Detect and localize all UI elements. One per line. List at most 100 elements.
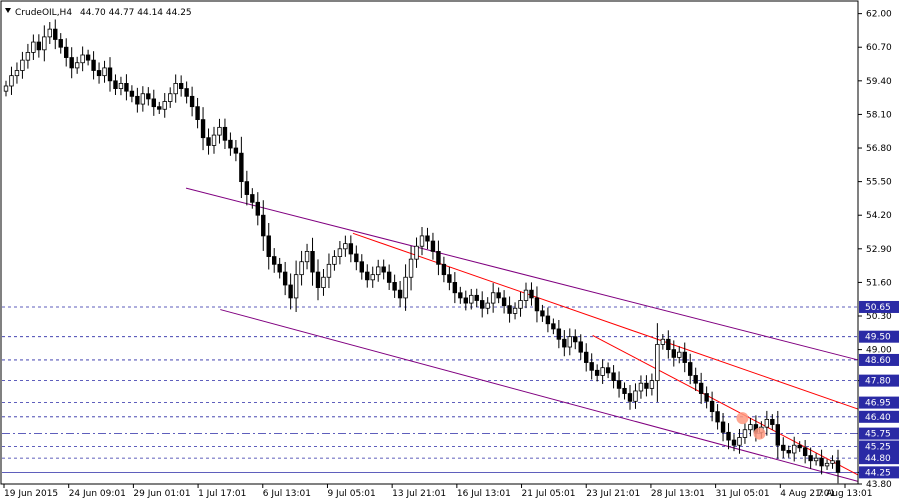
level-badge-label: 47.80 <box>865 377 891 387</box>
candle-body <box>293 274 299 299</box>
candle-body <box>42 36 47 51</box>
candle <box>551 318 556 335</box>
candle-body <box>573 336 578 343</box>
dropdown-triangle-icon[interactable] <box>5 8 11 13</box>
candle <box>42 25 47 62</box>
candle <box>129 85 135 103</box>
candle-body <box>129 90 135 97</box>
candle <box>354 245 359 271</box>
candle-body <box>200 119 206 139</box>
level-badge <box>859 410 899 423</box>
candle-body <box>9 75 14 87</box>
candle-body <box>480 300 485 309</box>
candle <box>441 256 447 283</box>
level-badge-label: 49.50 <box>865 333 891 343</box>
candle <box>107 57 113 92</box>
level-badge-label: 50.65 <box>865 303 891 313</box>
candle <box>239 136 244 199</box>
candle <box>392 274 397 298</box>
trendline-1 <box>220 309 859 482</box>
candle-body <box>835 460 841 473</box>
candle-body <box>403 276 408 299</box>
candle <box>244 170 250 206</box>
trendline-3 <box>592 334 859 476</box>
candle-body <box>217 126 222 136</box>
candle-body <box>655 344 660 382</box>
candle <box>168 87 173 108</box>
candle-body <box>124 83 129 92</box>
candle <box>337 241 343 265</box>
candle <box>649 373 655 396</box>
candle <box>408 246 414 291</box>
candle-body <box>666 338 671 351</box>
candle-body <box>781 444 786 451</box>
candle <box>655 323 660 402</box>
candle <box>370 266 375 288</box>
candle <box>469 288 474 310</box>
candle <box>386 264 392 290</box>
candle <box>14 62 20 84</box>
candle-body <box>458 292 463 299</box>
candle-body <box>96 70 102 77</box>
candle-body <box>135 95 140 105</box>
candle-body <box>627 393 633 402</box>
candle-body <box>118 83 124 89</box>
symbol-label: CrudeOIL,H4 <box>15 8 72 18</box>
candle-body <box>392 282 397 291</box>
candle-body <box>792 444 797 454</box>
candle-body <box>408 258 414 278</box>
candle-body <box>594 369 600 376</box>
time-axis: 19 Jun 2015 24 Jun 09:01 29 Jun 01:01 1 Jul… <box>3 484 872 499</box>
candle <box>321 268 326 296</box>
y-tick-label: 59.40 <box>866 77 892 87</box>
candle <box>195 97 200 129</box>
candle <box>277 257 282 279</box>
candle-body <box>512 307 518 314</box>
candle <box>206 128 211 155</box>
candle-body <box>819 457 824 467</box>
candle-body <box>140 93 146 105</box>
candle <box>146 87 151 106</box>
candle <box>403 264 408 311</box>
candle-body <box>469 294 474 304</box>
candle-body <box>611 372 616 382</box>
x-tick-label: 13 Jul 21:01 <box>392 489 446 499</box>
candle-body <box>786 450 791 454</box>
candle <box>677 346 682 364</box>
y-tick-label: 58.10 <box>866 110 892 120</box>
candle <box>9 66 14 95</box>
candle <box>600 359 605 384</box>
candle <box>272 248 277 273</box>
candle-body <box>228 139 233 149</box>
candle-body <box>540 310 545 317</box>
candle-body <box>551 323 556 330</box>
candle <box>496 287 501 304</box>
candle <box>53 19 58 50</box>
candle-body <box>326 263 332 278</box>
candle <box>304 243 310 270</box>
candle-body <box>589 362 594 371</box>
candle <box>20 51 25 79</box>
x-tick-label: 28 Jul 13:01 <box>651 489 705 499</box>
candle-body <box>321 276 326 288</box>
candle <box>726 423 731 450</box>
candle-body <box>354 253 359 263</box>
candle-body <box>600 367 605 376</box>
candle-body <box>830 460 835 464</box>
candle-body <box>189 95 195 108</box>
level-badge <box>859 427 899 440</box>
candle-body <box>31 41 36 53</box>
candle-body <box>255 201 260 216</box>
candle-body <box>622 387 627 394</box>
candle <box>430 232 436 260</box>
candle-body <box>430 240 436 252</box>
x-tick-label: 31 Jul 05:01 <box>716 489 770 499</box>
y-tick-label: 56.80 <box>866 144 892 154</box>
candle-body <box>370 274 375 281</box>
candle-body <box>85 54 91 61</box>
candle <box>425 227 430 250</box>
candle <box>540 304 545 322</box>
candle <box>720 413 726 442</box>
